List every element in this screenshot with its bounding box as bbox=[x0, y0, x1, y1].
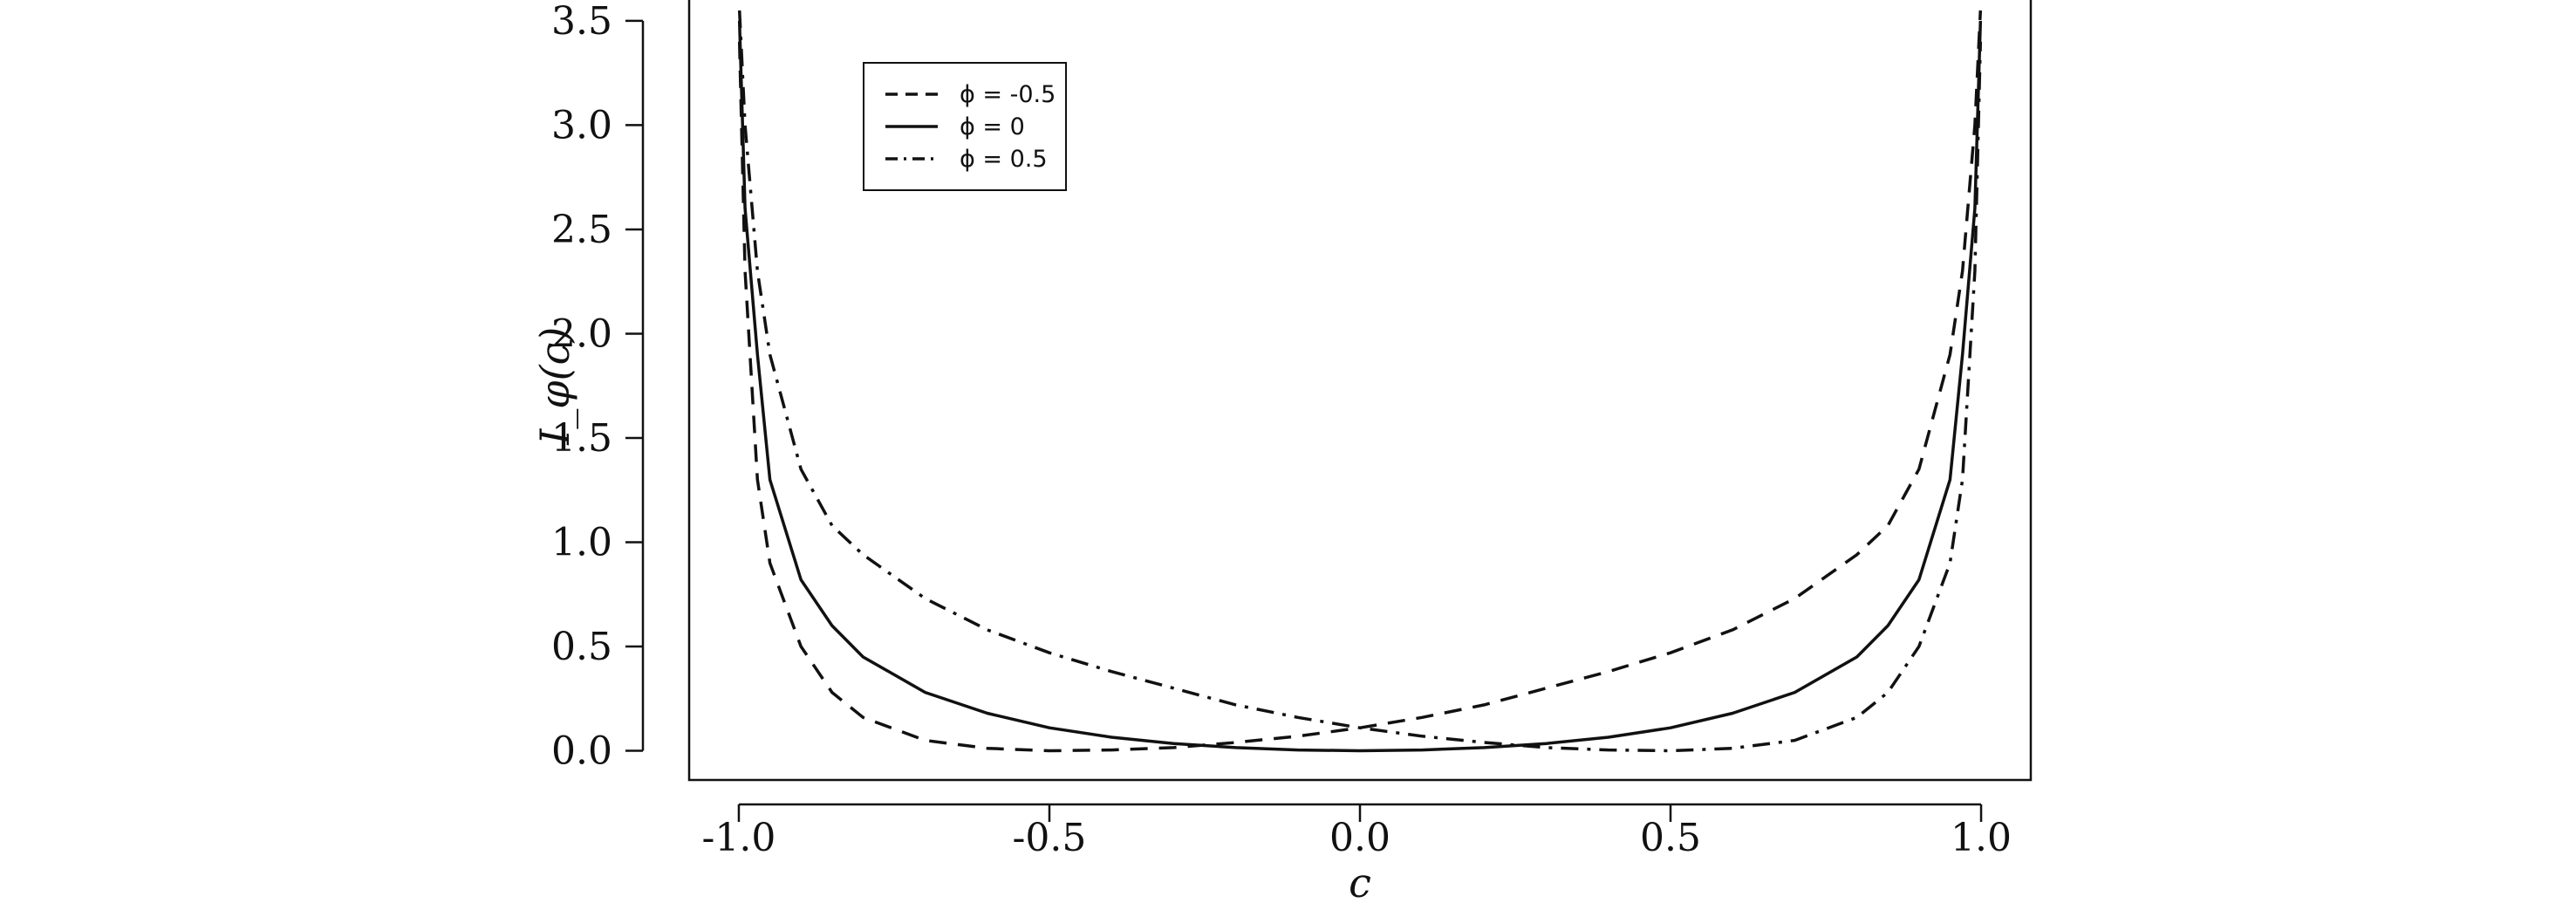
y-tick-label: 1.0 bbox=[551, 520, 612, 564]
y-tick-label: 2.0 bbox=[551, 311, 612, 356]
x-axis: -1.0 -0.5 0.0 0.5 1.0 bbox=[702, 803, 2012, 860]
series-layer bbox=[737, 10, 1983, 753]
series-line bbox=[737, 10, 1983, 753]
x-axis-title: c bbox=[1349, 859, 1371, 903]
y-axis-title: I_φ(c) bbox=[531, 327, 578, 446]
legend: ϕ = -0.5 ϕ = 0 ϕ = 0.5 bbox=[863, 62, 1067, 191]
y-tick-label: 0.0 bbox=[551, 729, 612, 774]
y-tick-label: 3.5 bbox=[551, 0, 612, 44]
x-tick-label: 0.0 bbox=[1329, 816, 1390, 860]
y-tick-label: 3.0 bbox=[551, 103, 612, 147]
x-tick-label: 1.0 bbox=[1951, 816, 2012, 860]
x-tick-label: -1.0 bbox=[702, 816, 776, 860]
y-axis: 0.0 0.5 1.0 1.5 2.0 2.5 3.0 3.5 bbox=[551, 0, 645, 774]
y-tick-label: 2.5 bbox=[551, 208, 612, 252]
y-tick-label: 1.5 bbox=[551, 416, 612, 461]
x-tick-label: -0.5 bbox=[1013, 816, 1087, 860]
series-line bbox=[737, 20, 1983, 753]
legend-label: ϕ = 0.5 bbox=[960, 146, 1048, 173]
legend-label: ϕ = -0.5 bbox=[960, 81, 1056, 108]
legend-label: ϕ = 0 bbox=[960, 113, 1025, 140]
y-tick-label: 0.5 bbox=[551, 625, 612, 669]
plot-frame bbox=[687, 0, 2033, 782]
x-tick-label: 0.5 bbox=[1640, 816, 1701, 860]
